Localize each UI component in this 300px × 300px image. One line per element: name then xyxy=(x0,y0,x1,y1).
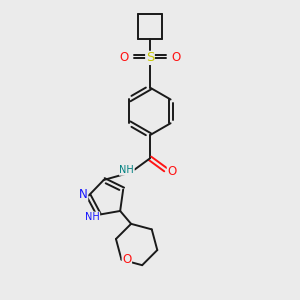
Text: O: O xyxy=(119,51,128,64)
Text: NH: NH xyxy=(85,212,100,222)
Text: O: O xyxy=(167,166,177,178)
Text: O: O xyxy=(122,253,131,266)
Text: S: S xyxy=(146,51,154,64)
Text: NH: NH xyxy=(119,165,134,175)
Text: N: N xyxy=(79,188,88,201)
Text: O: O xyxy=(172,51,181,64)
